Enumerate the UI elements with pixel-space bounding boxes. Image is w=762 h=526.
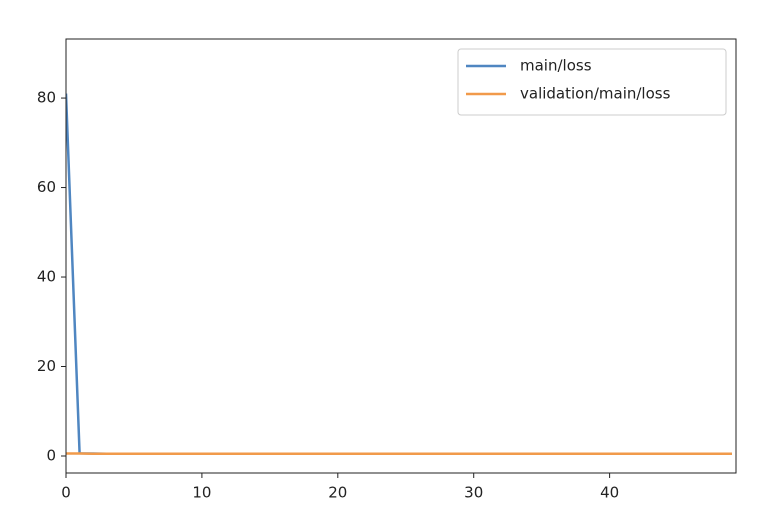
y-tick-label: 40 (37, 268, 56, 286)
x-tick-label: 10 (192, 484, 211, 502)
legend-label: validation/main/loss (520, 85, 671, 103)
y-tick-label: 20 (37, 357, 56, 375)
y-tick-label: 0 (46, 446, 56, 464)
legend-box (457, 48, 727, 116)
legend-label: main/loss (520, 57, 592, 75)
y-tick-label: 80 (37, 89, 56, 107)
x-tick-label: 30 (464, 484, 483, 502)
plot-frame (65, 38, 737, 474)
x-tick-label: 40 (600, 484, 619, 502)
x-tick-label: 20 (328, 484, 347, 502)
series-line (66, 93, 732, 456)
y-tick-label: 60 (37, 178, 56, 196)
x-tick-label: 0 (61, 484, 71, 502)
